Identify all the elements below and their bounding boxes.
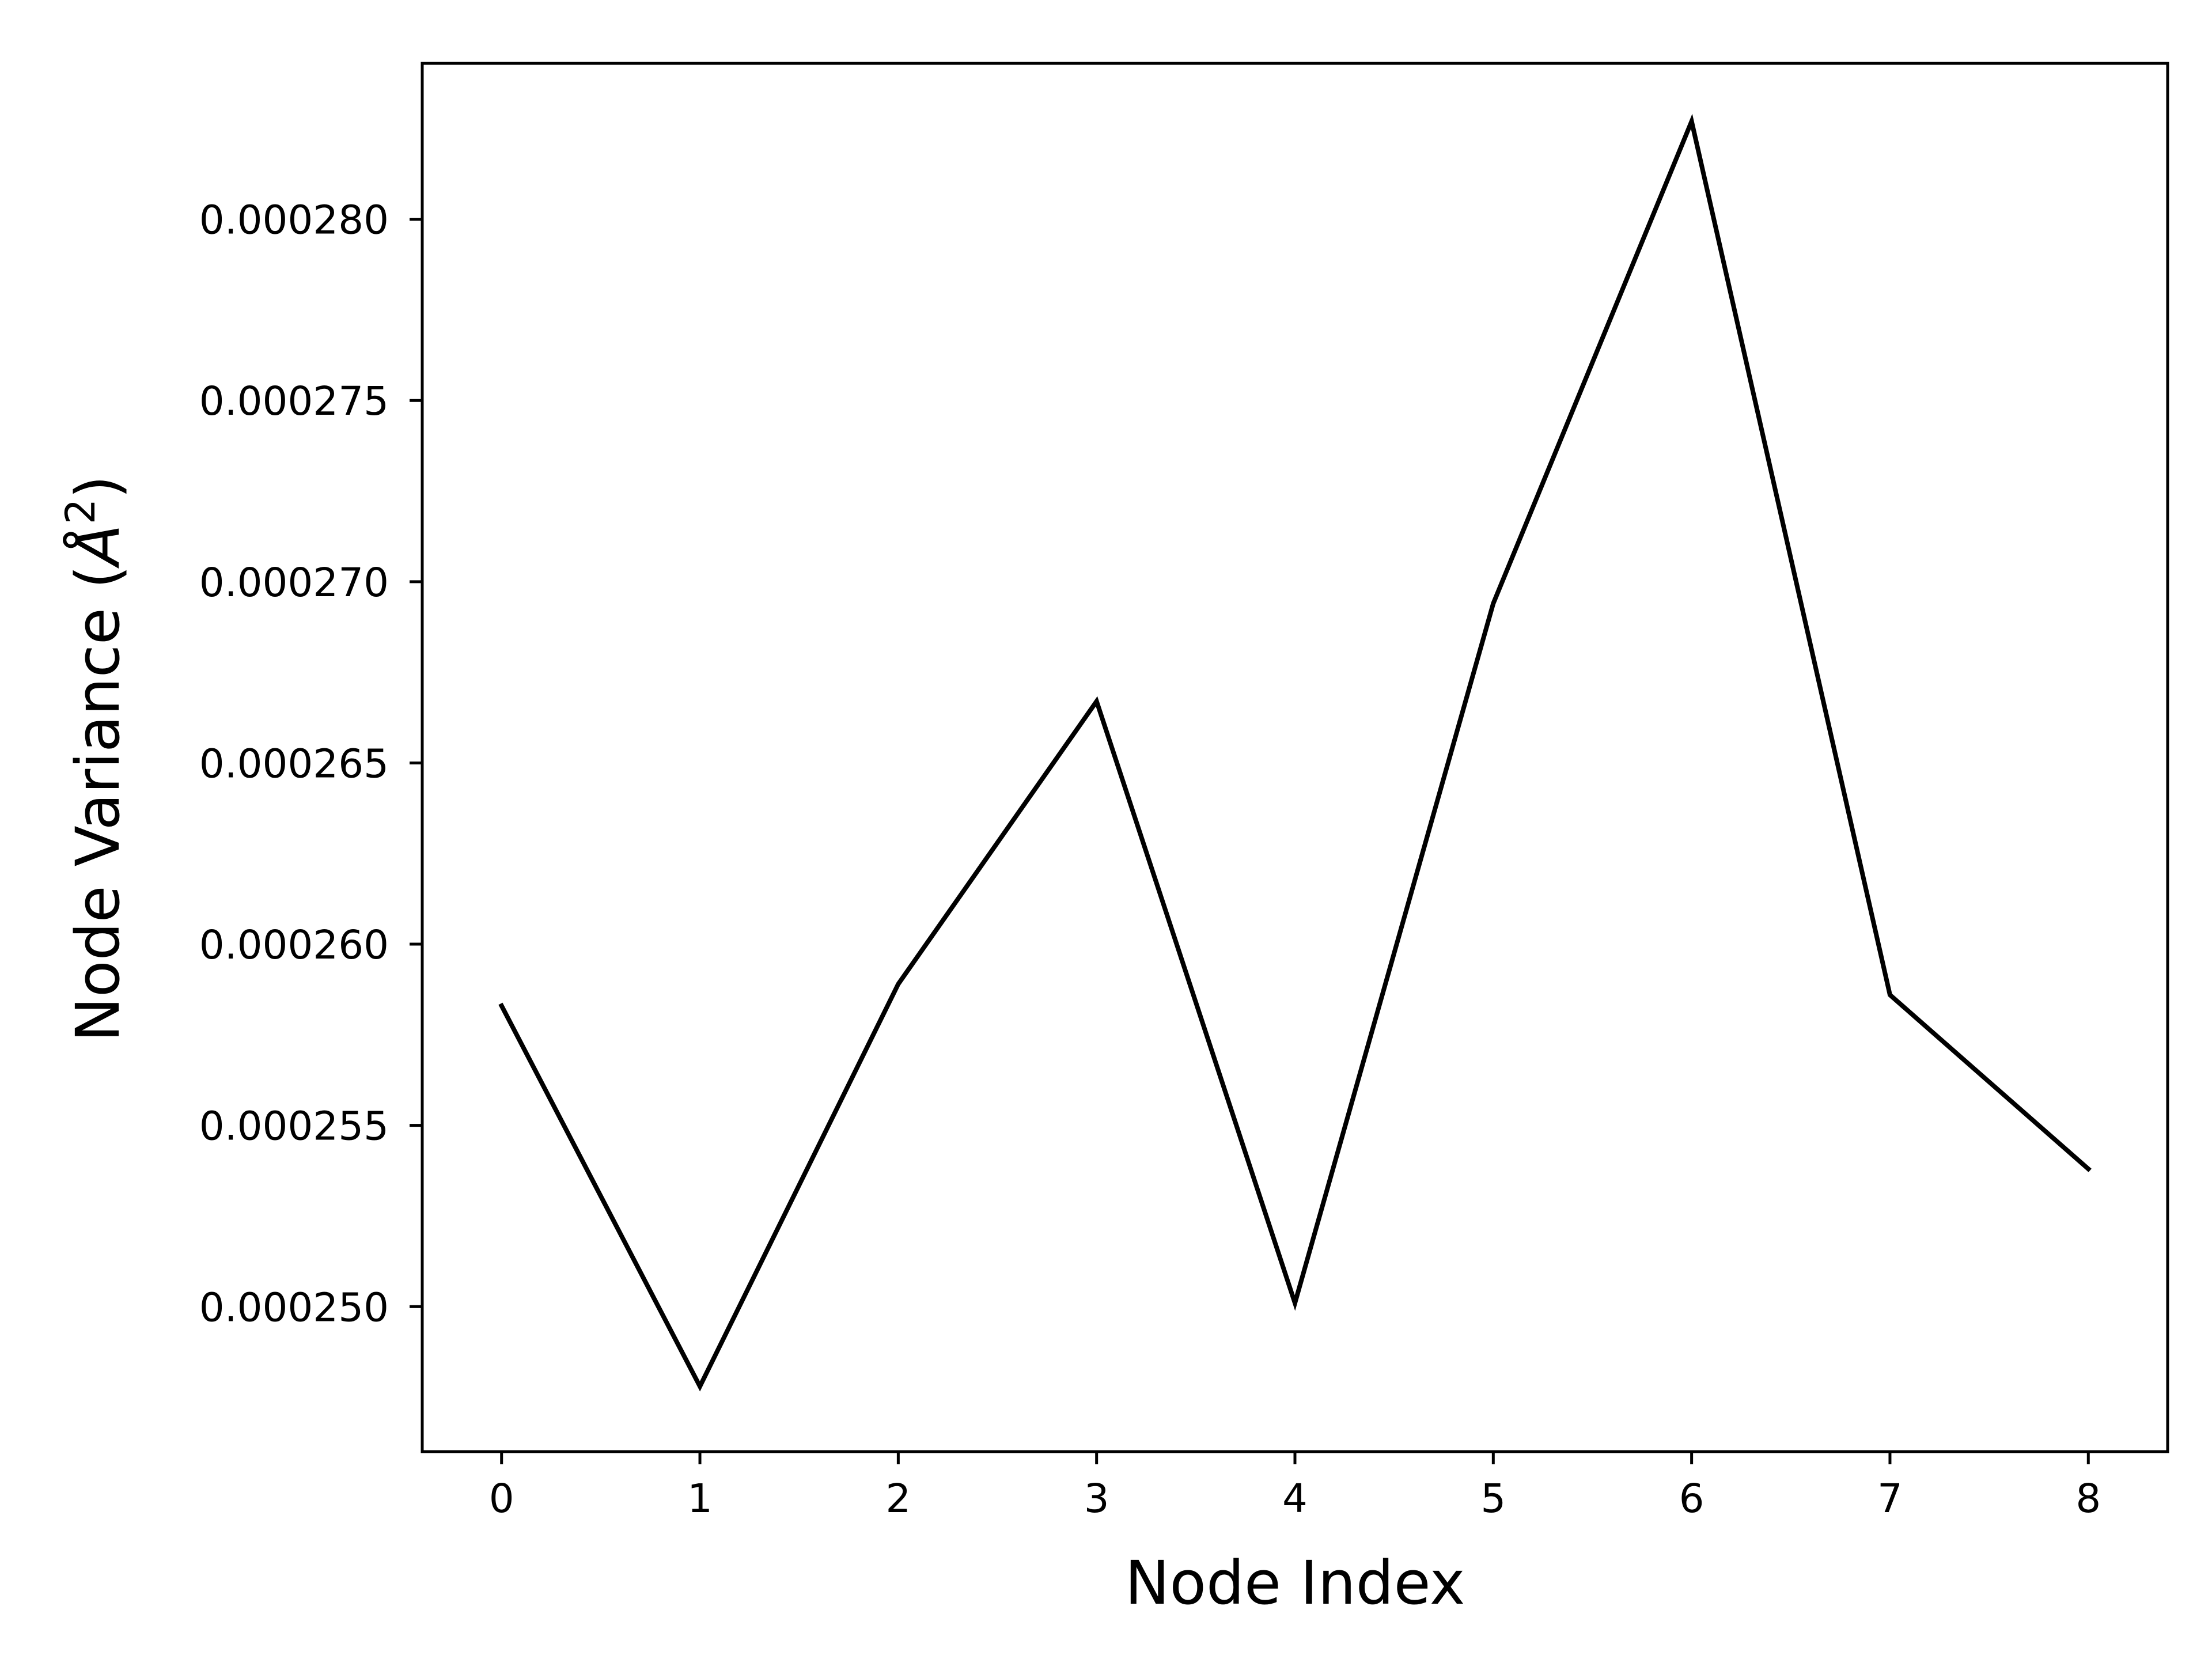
y-axis-label-close: ) [63, 475, 133, 499]
y-tick-label: 0.000265 [199, 741, 389, 787]
y-axis-label-unit: Å [63, 524, 133, 569]
y-axis-label-superscript: 2 [57, 499, 104, 525]
y-tick-label: 0.000260 [199, 922, 389, 968]
y-tick-label: 0.000275 [199, 378, 389, 425]
x-tick-label: 5 [1480, 1476, 1506, 1522]
data-point [1096, 700, 1097, 702]
x-tick-label: 1 [687, 1476, 713, 1522]
plot-area [498, 113, 2092, 1392]
x-axis-ticks: 0 1 2 3 4 5 6 7 8 [489, 1452, 2101, 1522]
x-tick-label: 7 [1877, 1476, 1903, 1522]
y-axis-label: Node Variance (Å2) [57, 475, 133, 1042]
y-axis-label-main: Node Variance ( [63, 565, 133, 1041]
x-axis-label: Node Index [1125, 1548, 1465, 1618]
y-tick-label: 0.000255 [199, 1104, 389, 1150]
y-axis-ticks: 0.000250 0.000255 0.000260 0.000265 0.000270… [199, 198, 422, 1331]
y-tick-label: 0.000270 [199, 560, 389, 606]
axes-frame [421, 62, 2169, 1453]
data-point [1493, 603, 1494, 604]
data-point [1691, 121, 1692, 122]
y-tick-label: 0.000250 [199, 1285, 389, 1331]
x-tick-label: 2 [885, 1476, 911, 1522]
y-tick-label: 0.000280 [199, 198, 389, 244]
x-tick-label: 3 [1084, 1476, 1109, 1522]
x-tick-label: 6 [1679, 1476, 1705, 1522]
x-tick-label: 0 [489, 1476, 514, 1522]
x-tick-label: 8 [2075, 1476, 2101, 1522]
data-point [1294, 1302, 1296, 1304]
x-tick-label: 4 [1282, 1476, 1308, 1522]
